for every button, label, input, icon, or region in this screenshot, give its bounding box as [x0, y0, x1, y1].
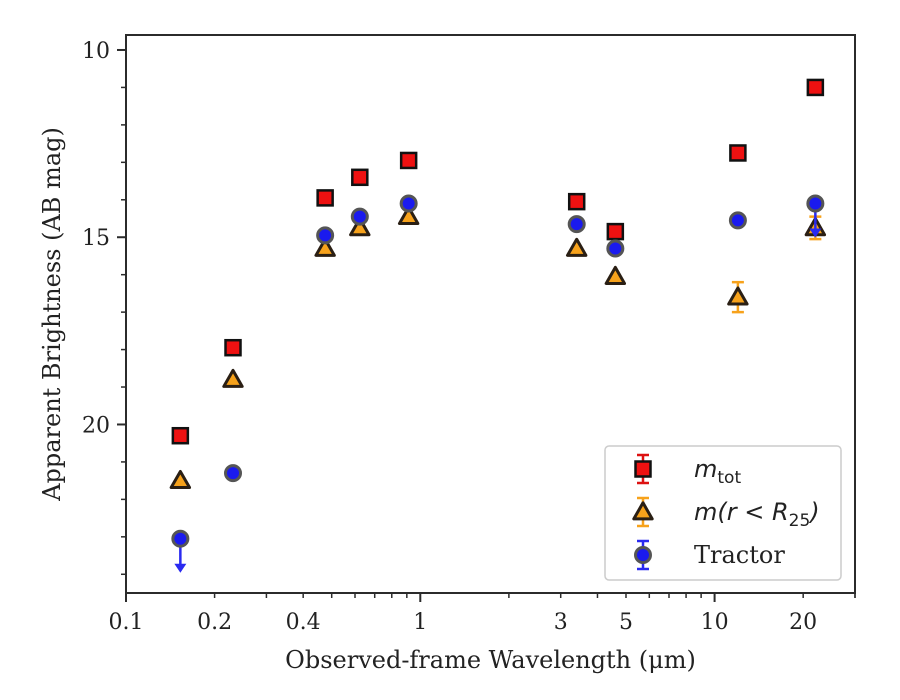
legend-box: [604, 445, 842, 581]
x-tick-label: 10: [701, 610, 729, 635]
data-point-tractor: [806, 194, 825, 213]
legend-label-main: m: [694, 455, 717, 483]
data-point-mr25: [314, 237, 336, 257]
y-tick-label: 15: [82, 226, 110, 251]
legend-label-mr25: m(r < R25): [694, 498, 820, 531]
x-tick-label: 0.2: [197, 610, 232, 635]
x-axis-label: Observed-frame Wavelength (μm): [285, 646, 696, 674]
legend-label-mtot: mtot: [694, 455, 741, 488]
data-point-mr25: [727, 286, 749, 306]
series-tractor: [171, 194, 825, 573]
data-point-tractor: [350, 207, 369, 226]
y-tick-label: 10: [82, 39, 110, 64]
data-point-tractor: [728, 211, 747, 230]
x-tick-label: 1: [413, 610, 427, 635]
data-point-tractor: [606, 239, 625, 258]
chart-marks: [169, 78, 827, 573]
legend-label-subscript: 25: [789, 511, 811, 531]
data-point-mr25: [397, 205, 420, 226]
legend-marker-mtot: [634, 460, 652, 478]
legend-marker-tractor: [634, 546, 652, 564]
upper-limit-arrowhead: [809, 228, 822, 238]
legend-label-close: ): [808, 498, 819, 526]
data-point-mtot: [171, 426, 190, 445]
data-point-mtot: [806, 78, 825, 97]
plot-frame: [125, 34, 856, 594]
x-tick-label: 5: [619, 610, 633, 635]
x-tick-label: 0.1: [109, 610, 144, 635]
data-point-mr25: [566, 237, 588, 257]
x-axis-ticks: 0.1 0.2 0.4 1 3 5 10 20: [109, 593, 856, 635]
legend-marker-mr25: [632, 501, 654, 521]
data-point-mr25: [222, 368, 244, 388]
data-point-mr25: [349, 217, 371, 237]
legend-label-subscript: tot: [717, 468, 741, 488]
data-point-tractor: [171, 529, 190, 548]
data-point-tractor: [316, 226, 335, 245]
legend-label-tractor: Tractor: [694, 541, 785, 569]
x-tick-label: 0.4: [286, 610, 321, 635]
x-tick-label: 20: [789, 610, 817, 635]
data-point-mtot: [567, 192, 586, 211]
data-point-tractor: [399, 194, 418, 213]
series-mtot: [171, 78, 825, 445]
y-axis-ticks: 10 15 20: [82, 39, 126, 576]
data-point-mr25: [169, 469, 192, 490]
y-axis-label: Apparent Brightness (AB mag): [38, 127, 66, 502]
data-point-mtot: [224, 338, 242, 357]
upper-limit-arrowhead: [174, 563, 187, 573]
legend: mtot m(r < R25) Tractor: [604, 445, 842, 581]
legend-label-main: m(r < R: [694, 498, 789, 526]
data-point-mtot: [729, 144, 747, 162]
data-point-mtot: [351, 168, 369, 187]
data-point-mtot: [316, 189, 334, 207]
data-point-mtot: [606, 222, 625, 241]
x-tick-label: 3: [554, 610, 568, 635]
data-point-tractor: [224, 464, 243, 483]
data-point-mtot: [399, 151, 418, 170]
data-point-tractor: [567, 215, 586, 234]
y-tick-label: 20: [82, 413, 110, 438]
data-point-mr25: [604, 265, 627, 285]
